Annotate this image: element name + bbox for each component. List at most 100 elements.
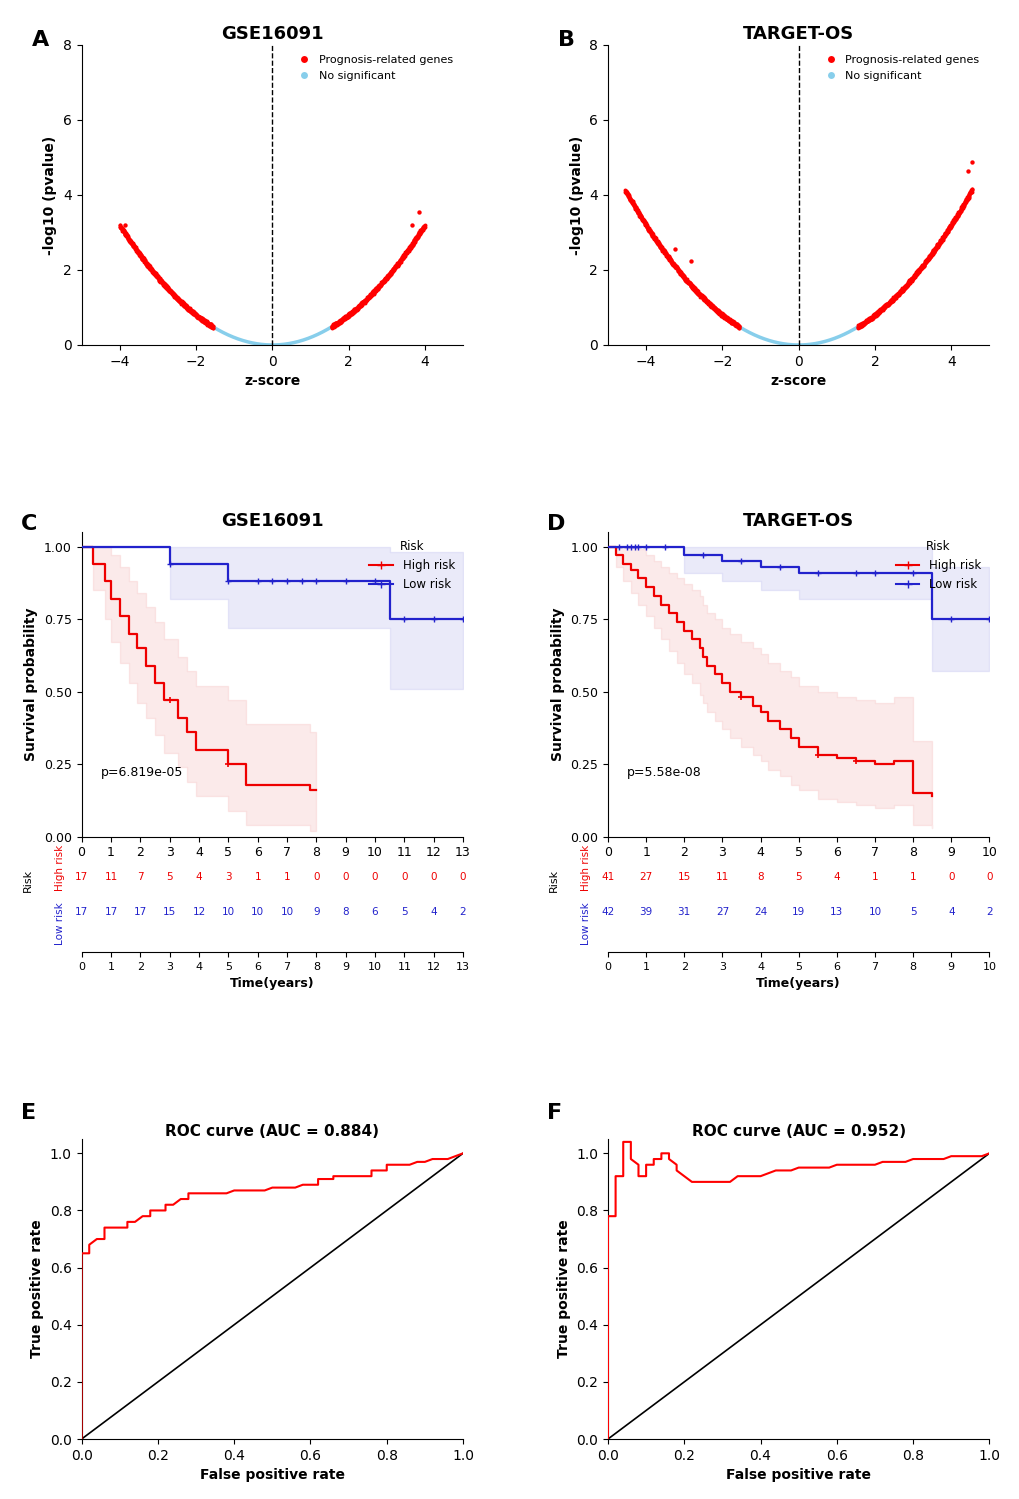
Point bbox=[119, 223, 136, 247]
Point bbox=[655, 241, 672, 265]
Point bbox=[181, 297, 198, 321]
Point bbox=[377, 267, 393, 291]
Point bbox=[133, 247, 150, 271]
Point bbox=[339, 303, 356, 327]
Point bbox=[722, 312, 739, 336]
Point bbox=[940, 216, 956, 240]
Point bbox=[128, 238, 145, 262]
Point bbox=[888, 283, 904, 307]
Point bbox=[147, 264, 163, 288]
Point bbox=[369, 277, 385, 301]
Point bbox=[706, 295, 722, 319]
Point bbox=[122, 231, 139, 255]
Point bbox=[908, 262, 924, 286]
Point bbox=[923, 243, 940, 267]
Point bbox=[172, 291, 189, 315]
Point bbox=[329, 312, 345, 336]
Point bbox=[379, 265, 395, 289]
Point bbox=[170, 288, 186, 312]
Point bbox=[948, 205, 964, 229]
Point bbox=[680, 271, 696, 295]
Point bbox=[374, 270, 390, 294]
Point bbox=[154, 270, 170, 294]
Point bbox=[124, 234, 141, 258]
Point bbox=[933, 228, 950, 252]
Text: 6: 6 bbox=[371, 907, 378, 916]
Point bbox=[411, 199, 427, 223]
Point bbox=[173, 289, 190, 313]
Point bbox=[915, 252, 931, 276]
Point bbox=[158, 273, 174, 297]
Point bbox=[697, 288, 713, 312]
Point bbox=[169, 286, 185, 310]
Point bbox=[919, 247, 935, 271]
Point bbox=[389, 250, 406, 274]
Point bbox=[398, 240, 415, 264]
Point bbox=[143, 256, 159, 280]
Point bbox=[337, 306, 354, 330]
Point bbox=[137, 250, 153, 274]
Point bbox=[185, 300, 202, 324]
Point bbox=[960, 186, 976, 210]
Point bbox=[699, 289, 715, 313]
Point bbox=[407, 229, 423, 253]
Point bbox=[711, 301, 728, 325]
Point bbox=[901, 270, 917, 294]
Point bbox=[336, 304, 353, 328]
Point bbox=[925, 240, 942, 264]
Point bbox=[945, 208, 961, 232]
Point bbox=[658, 243, 675, 267]
Point bbox=[864, 303, 880, 327]
Point bbox=[167, 285, 183, 309]
Point bbox=[943, 210, 959, 234]
Point bbox=[913, 253, 929, 277]
Point bbox=[889, 282, 905, 306]
Point bbox=[618, 180, 634, 204]
Point bbox=[693, 283, 709, 307]
Point bbox=[963, 150, 979, 174]
Point bbox=[658, 243, 675, 267]
Point bbox=[686, 277, 702, 301]
Point bbox=[119, 223, 136, 247]
Point bbox=[146, 261, 162, 285]
Point bbox=[852, 312, 868, 336]
Point bbox=[112, 214, 128, 238]
Text: 0: 0 bbox=[985, 872, 991, 881]
Point bbox=[141, 253, 157, 277]
Point bbox=[120, 228, 137, 252]
Point bbox=[693, 285, 709, 309]
Point bbox=[632, 204, 648, 228]
Point bbox=[324, 315, 340, 339]
Point bbox=[192, 306, 208, 330]
Point bbox=[882, 289, 899, 313]
Point bbox=[695, 285, 711, 309]
Point bbox=[171, 289, 187, 313]
Point bbox=[386, 258, 403, 282]
Point bbox=[141, 253, 157, 277]
Point bbox=[941, 216, 957, 240]
Point bbox=[684, 274, 700, 298]
Point bbox=[927, 237, 944, 261]
Point bbox=[177, 294, 194, 318]
Point bbox=[638, 214, 654, 238]
Point bbox=[725, 310, 741, 334]
Point bbox=[396, 243, 413, 267]
Point bbox=[659, 246, 676, 270]
Point bbox=[405, 232, 421, 256]
Point bbox=[157, 273, 173, 297]
Point bbox=[877, 294, 894, 318]
Point bbox=[406, 228, 422, 252]
Point bbox=[853, 312, 869, 336]
Point bbox=[195, 307, 211, 331]
Point bbox=[342, 303, 359, 327]
Point bbox=[345, 300, 362, 324]
Point bbox=[158, 274, 174, 298]
Point bbox=[406, 228, 422, 252]
Point bbox=[333, 309, 350, 333]
Point bbox=[887, 285, 903, 309]
Point bbox=[941, 214, 957, 238]
Point bbox=[911, 256, 927, 280]
Point bbox=[124, 232, 141, 256]
Point bbox=[957, 187, 973, 211]
Point bbox=[896, 274, 912, 298]
